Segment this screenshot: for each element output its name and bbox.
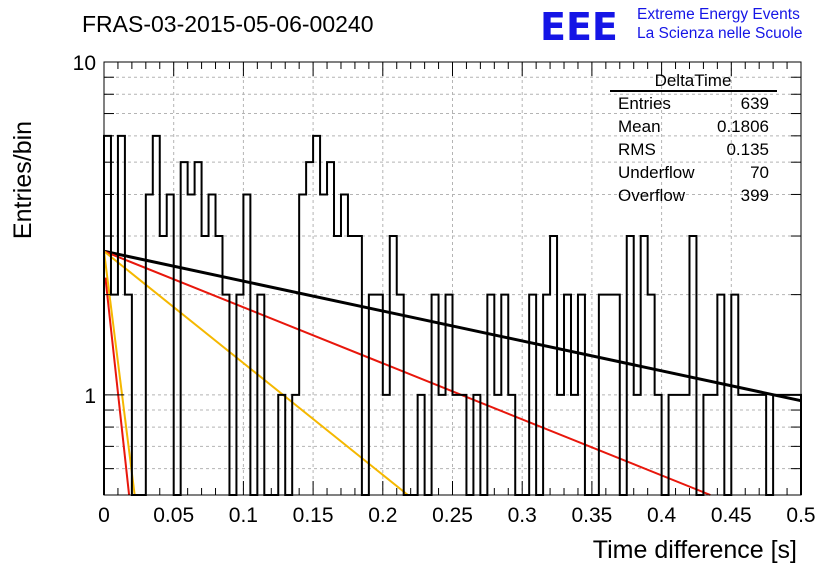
stats-row-value: 639 — [741, 94, 769, 113]
chart-title: FRAS-03-2015-05-06-00240 — [82, 11, 374, 37]
stats-row-value: 70 — [750, 163, 769, 182]
stats-box-rows: Entries 639 Mean 0.1806 RMS 0.135 Underflow 70 O… — [618, 94, 769, 205]
y-tick-labels: 1 10 — [73, 52, 96, 408]
eee-logo: EEE Extreme Energy Events La Scienza nel… — [540, 5, 802, 49]
stats-row-label: RMS — [618, 140, 656, 159]
x-tick-label: 0.3 — [508, 504, 537, 527]
stats-row-value: 399 — [741, 186, 769, 205]
stats-row-label: Overflow — [618, 186, 686, 205]
y-axis-label: Entries/bin — [9, 121, 37, 239]
stats-box-title: DeltaTime — [655, 71, 732, 90]
y-tick-label: 1 — [84, 385, 96, 408]
y-tick-label: 10 — [73, 52, 96, 75]
x-tick-label: 0.15 — [293, 504, 334, 527]
fit-curve-line — [103, 250, 711, 496]
stats-row-label: Underflow — [618, 163, 695, 182]
x-tick-label: 0 — [98, 504, 110, 527]
fit-curve-line — [104, 277, 131, 496]
x-tick-label: 0.05 — [153, 504, 194, 527]
x-tick-label: 0.2 — [368, 504, 397, 527]
eee-logo-line2: La Scienza nelle Scuole — [637, 25, 802, 42]
eee-logo-line1: Extreme Energy Events — [637, 6, 800, 23]
x-axis-label: Time difference [s] — [593, 536, 797, 564]
x-tick-labels: 0 0.05 0.1 0.15 0.2 0.25 0.3 0.35 0.4 0.45 0.5 — [98, 504, 815, 527]
fit-curve-line — [103, 250, 409, 496]
stats-box: DeltaTime Entries 639 Mean 0.1806 RMS 0.135 Un… — [610, 71, 777, 205]
eee-logo-mark: EEE — [540, 5, 618, 49]
x-tick-label: 0.4 — [647, 504, 677, 527]
stats-row-label: Mean — [618, 117, 661, 136]
stats-row-value: 0.1806 — [717, 117, 769, 136]
x-tick-label: 0.1 — [229, 504, 258, 527]
x-tick-label: 0.45 — [711, 504, 752, 527]
stats-row-label: Entries — [618, 94, 671, 113]
x-tick-label: 0.5 — [786, 504, 815, 527]
fit-curve-line — [103, 251, 136, 496]
stats-row-value: 0.135 — [726, 140, 769, 159]
x-tick-label: 0.35 — [571, 504, 612, 527]
x-tick-label: 0.25 — [432, 504, 473, 527]
axis-ticks — [103, 61, 802, 496]
